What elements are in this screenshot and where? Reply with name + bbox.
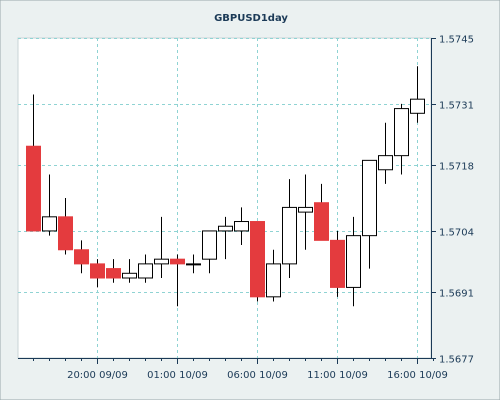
candle-up (378, 122, 393, 184)
y-tick-label: 1.5691 (439, 289, 474, 300)
candle-body (362, 159, 377, 237)
candle-body (346, 235, 361, 288)
candle-body (378, 155, 393, 171)
x-tick-label: 16:00 10/09 (387, 370, 448, 381)
candle-body (122, 272, 137, 279)
axes: 1.5677 1.5691 1.5704 1.5718 1.5731 1.5745 20:0… (18, 35, 474, 381)
candle-down (250, 221, 265, 302)
candle-body (298, 206, 313, 213)
candle-body (234, 221, 249, 232)
candle-body (186, 263, 201, 266)
candle-down (90, 259, 105, 288)
candle-up (266, 249, 281, 302)
candle-body (250, 221, 265, 298)
candle-up (138, 254, 153, 283)
x-tick-label: 11:00 10/09 (307, 370, 368, 381)
candle-up (346, 216, 361, 307)
candle-body (218, 225, 233, 232)
x-tick-label: 01:00 10/09 (147, 370, 208, 381)
candle-up (298, 174, 313, 250)
candle-body (394, 108, 409, 157)
candle-body (330, 239, 345, 288)
candle-up (282, 179, 297, 278)
candle-body (154, 258, 169, 265)
candle-body (410, 98, 425, 114)
chart-title: GBPUSD1day (214, 13, 288, 24)
candle-up (154, 216, 169, 278)
candle-down (314, 183, 329, 241)
candle-body (138, 263, 153, 279)
candle-up (410, 66, 425, 123)
candle-body (170, 258, 185, 265)
candle-up (234, 207, 249, 246)
candle-down (330, 230, 345, 297)
candle-up (394, 103, 409, 175)
candle-down (74, 240, 89, 274)
candle-body (58, 216, 73, 251)
candle-body (282, 206, 297, 265)
y-tick-label: 1.5731 (439, 101, 474, 112)
y-tick-label: 1.5677 (439, 355, 474, 366)
x-tick-label: 06:00 10/09 (227, 370, 288, 381)
candle-body (202, 230, 217, 260)
candle-up (362, 159, 377, 269)
candle-down (170, 254, 185, 307)
y-tick-label: 1.5718 (439, 162, 474, 173)
candle-down (26, 94, 41, 232)
candle-body (42, 216, 57, 232)
candle-up (42, 174, 57, 236)
candle-up (122, 259, 137, 283)
candle-up (218, 216, 233, 260)
y-tick-label: 1.5704 (439, 228, 474, 239)
x-tick-label: 20:00 09/09 (67, 370, 128, 381)
candle-down (106, 259, 121, 283)
candle-body (266, 263, 281, 298)
candle-down (58, 198, 73, 255)
y-tick-label: 1.5745 (439, 35, 474, 46)
candle-body (314, 202, 329, 241)
candle-up (202, 230, 217, 274)
candle-up (186, 254, 201, 274)
candles (26, 66, 425, 307)
candle-body (90, 263, 105, 279)
candle-body (106, 268, 121, 279)
candle-body (26, 145, 41, 232)
candle-body (74, 249, 89, 265)
